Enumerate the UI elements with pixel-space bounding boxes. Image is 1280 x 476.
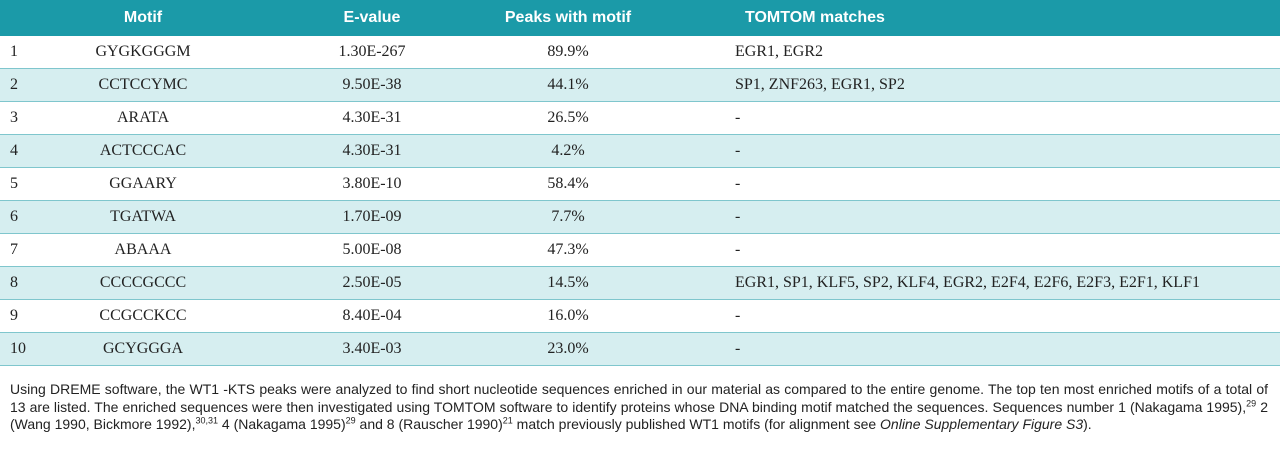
table-cell: 26.5% [498, 101, 638, 135]
table-cell: EGR1, EGR2 [638, 36, 1280, 69]
table-cell: 47.3% [498, 233, 638, 267]
table-cell: 1.70E-09 [246, 200, 498, 234]
table-row: 8 CCCCGCCC 2.50E-05 14.5% EGR1, SP1, KLF5, S… [0, 266, 1280, 300]
table-cell: ABAAA [40, 233, 246, 267]
table-cell: 5.00E-08 [246, 233, 498, 267]
table-body: 1 GYGKGGGM 1.30E-267 89.9% EGR1, EGR2 2 CCTCCY… [0, 36, 1280, 366]
caption-text: and 8 (Rauscher 1990) [355, 416, 503, 432]
table-cell: 1.30E-267 [246, 36, 498, 69]
table-row: 4 ACTCCCAC 4.30E-31 4.2% - [0, 134, 1280, 168]
table-cell: 4 [0, 134, 40, 168]
table-cell: 6 [0, 200, 40, 234]
table-cell: GYGKGGGM [40, 36, 246, 69]
table-cell: 2.50E-05 [246, 266, 498, 300]
caption-text: 4 (Nakagama 1995) [218, 416, 346, 432]
caption-text: match previously published WT1 motifs (f… [512, 416, 881, 432]
table-cell: TGATWA [40, 200, 246, 234]
table-cell: 14.5% [498, 266, 638, 300]
header-cell: E-value [246, 0, 498, 36]
header-cell: Motif [40, 0, 246, 36]
caption-text: 2 (Wang 1990, Bickmore 1992), [10, 398, 1268, 433]
table-cell: 89.9% [498, 36, 638, 69]
table-cell: SP1, ZNF263, EGR1, SP2 [638, 68, 1280, 102]
table-cell: 10 [0, 332, 40, 366]
table-row: 3 ARATA 4.30E-31 26.5% - [0, 101, 1280, 135]
table-cell: - [638, 167, 1280, 201]
table-cell: 8.40E-04 [246, 299, 498, 333]
table-cell: 7.7% [498, 200, 638, 234]
table-cell: 3.80E-10 [246, 167, 498, 201]
caption-italic: Online Supplementary Figure S3 [880, 416, 1084, 432]
table-cell: 1 [0, 36, 40, 69]
table-cell: 8 [0, 266, 40, 300]
table-cell: 9 [0, 299, 40, 333]
table-cell: 4.2% [498, 134, 638, 168]
header-row: Motif E-value Peaks with motif TOMTOM match… [0, 0, 1280, 36]
table-cell: - [638, 134, 1280, 168]
motif-table: Motif E-value Peaks with motif TOMTOM match… [0, 0, 1280, 366]
table-cell: ARATA [40, 101, 246, 135]
table-cell: CCCCGCCC [40, 266, 246, 300]
table-row: 9 CCGCCKCC 8.40E-04 16.0% - [0, 299, 1280, 333]
table-cell: 58.4% [498, 167, 638, 201]
table-row: 6 TGATWA 1.70E-09 7.7% - [0, 200, 1280, 234]
table-cell: 9.50E-38 [246, 68, 498, 102]
table-cell: - [638, 332, 1280, 366]
table-cell: GCYGGGA [40, 332, 246, 366]
table-cell: - [638, 299, 1280, 333]
table-cell: 16.0% [498, 299, 638, 333]
table-row: 2 CCTCCYMC 9.50E-38 44.1% SP1, ZNF263, EGR1,… [0, 68, 1280, 102]
citation: 30,31 [195, 415, 218, 426]
table-row: 10 GCYGGGA 3.40E-03 23.0% - [0, 332, 1280, 366]
citation: 29 [345, 415, 356, 426]
table-cell: CCGCCKCC [40, 299, 246, 333]
table-cell: 2 [0, 68, 40, 102]
table-cell: 3.40E-03 [246, 332, 498, 366]
table-row: 1 GYGKGGGM 1.30E-267 89.9% EGR1, EGR2 [0, 36, 1280, 69]
table-cell: - [638, 233, 1280, 267]
table-row: 7 ABAAA 5.00E-08 47.3% - [0, 233, 1280, 267]
table-cell: 3 [0, 101, 40, 135]
table-cell: CCTCCYMC [40, 68, 246, 102]
table-cell: 44.1% [498, 68, 638, 102]
table-cell: EGR1, SP1, KLF5, SP2, KLF4, EGR2, E2F4, … [638, 266, 1280, 300]
table-cell: - [638, 200, 1280, 234]
table-row: 5 GGAARY 3.80E-10 58.4% - [0, 167, 1280, 201]
table-cell: ACTCCCAC [40, 134, 246, 168]
header-cell [0, 0, 40, 36]
header-cell: Peaks with motif [498, 0, 638, 36]
table-cell: 23.0% [498, 332, 638, 366]
table-cell: 4.30E-31 [246, 101, 498, 135]
caption-text: ). [1083, 416, 1092, 432]
table-cell: 5 [0, 167, 40, 201]
table-cell: GGAARY [40, 167, 246, 201]
caption-text: Using DREME software, the WT1 -KTS peaks… [10, 381, 1268, 415]
citation: 21 [502, 415, 513, 426]
table-cell: - [638, 101, 1280, 135]
header-cell: TOMTOM matches [638, 0, 1280, 36]
citation: 29 [1246, 397, 1257, 408]
table-cell: 4.30E-31 [246, 134, 498, 168]
table-cell: 7 [0, 233, 40, 267]
caption: Using DREME software, the WT1 -KTS peaks… [10, 381, 1268, 434]
